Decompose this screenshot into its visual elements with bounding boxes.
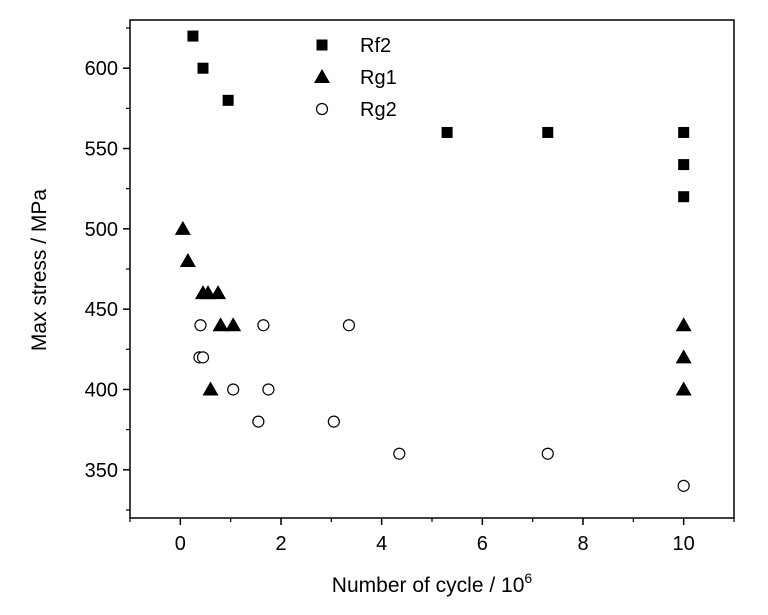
legend-label-rg1: Rg1 [360, 67, 397, 89]
y-tick-label: 600 [85, 58, 118, 80]
x-tick-label: 10 [673, 533, 695, 555]
legend-marker-rg2 [315, 102, 329, 116]
point-rf2 [678, 191, 690, 203]
legend-label-rf2: Rf2 [360, 35, 391, 57]
point-rg1 [202, 381, 219, 396]
y-tick-label: 350 [85, 460, 118, 482]
x-tick-label: 4 [376, 533, 387, 555]
legend-label-rg2: Rg2 [360, 99, 397, 121]
point-rg1 [675, 317, 692, 332]
data-points [174, 30, 692, 492]
point-rf2 [441, 126, 453, 138]
point-rg1 [212, 317, 229, 332]
y-axis-title: Max stress / MPa [28, 189, 51, 352]
point-rg1 [225, 317, 242, 332]
point-rg2 [541, 447, 554, 460]
legend-marker-rf2 [316, 39, 328, 51]
point-rg2 [393, 447, 406, 460]
point-rg1 [174, 220, 191, 235]
x-tick-label: 0 [175, 533, 186, 555]
point-rg1 [200, 285, 217, 300]
y-tick-label: 550 [85, 139, 118, 161]
point-rg1 [675, 381, 692, 396]
x-axis-title: Number of cycle / 106 [332, 570, 533, 597]
point-rf2 [222, 94, 234, 106]
point-rg2 [327, 415, 340, 428]
y-tick-label: 500 [85, 219, 118, 241]
point-rf2 [187, 30, 199, 42]
point-rg1 [210, 285, 227, 300]
x-tick-label: 2 [275, 533, 286, 555]
point-rg2 [677, 479, 690, 492]
point-rg1 [179, 252, 196, 267]
point-rf2 [678, 126, 690, 138]
point-rg2 [227, 383, 240, 396]
point-rg2 [342, 319, 356, 332]
point-rf2 [678, 159, 690, 171]
y-axis: 350 400 450 500 550 600 [85, 27, 130, 511]
point-rg2 [257, 319, 270, 332]
y-tick-label: 450 [85, 299, 118, 321]
point-rg2 [262, 383, 275, 396]
point-rg1 [675, 349, 692, 364]
legend-marker-rg1 [314, 69, 330, 83]
x-axis: 0 2 4 6 8 10 [129, 518, 735, 555]
point-rg2 [252, 415, 265, 428]
x-tick-label: 8 [577, 533, 588, 555]
x-axis-title-exponent: 6 [524, 570, 532, 586]
point-rg2 [196, 351, 210, 364]
y-tick-label: 400 [85, 379, 118, 401]
point-rg2 [194, 319, 207, 332]
legend: Rf2 Rg1 Rg2 [314, 35, 397, 121]
point-rf2 [542, 126, 554, 138]
plot-frame [129, 19, 735, 519]
x-tick-label: 6 [477, 533, 488, 555]
point-rf2 [197, 62, 209, 74]
x-axis-title-text: Number of cycle / 10 [332, 574, 525, 597]
